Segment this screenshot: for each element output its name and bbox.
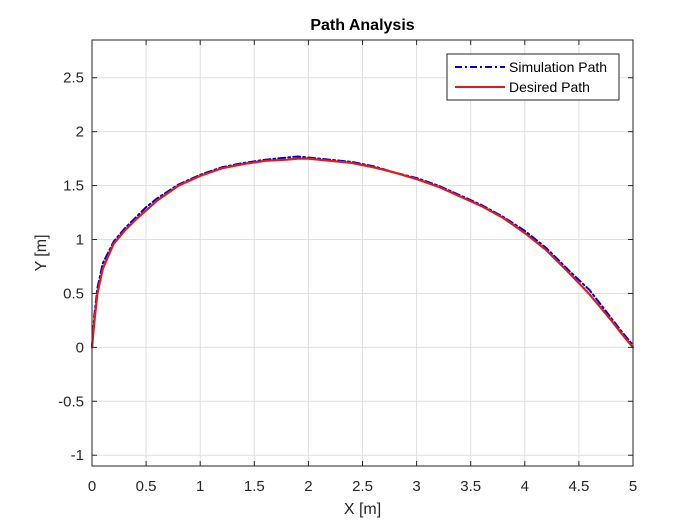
y-tick-label: -0.5 — [58, 393, 84, 410]
x-tick-label: 3 — [412, 478, 420, 495]
x-tick-label: 0 — [88, 478, 96, 495]
y-tick-label: 1.5 — [63, 178, 84, 195]
chart-title: Path Analysis — [310, 17, 414, 34]
x-tick-label: 5 — [629, 478, 637, 495]
x-tick-label: 4 — [521, 478, 529, 495]
legend: Simulation Path Desired Path — [446, 53, 620, 101]
legend-box — [446, 53, 620, 101]
x-tick-label: 2 — [304, 478, 312, 495]
x-tick-label: 4.5 — [568, 478, 589, 495]
legend-label-desired-path: Desired Path — [509, 79, 590, 95]
x-tick-label: 2.5 — [352, 478, 373, 495]
y-tick-label: 2 — [76, 124, 84, 141]
y-tick-label: 1 — [76, 232, 84, 249]
x-tick-label: 3.5 — [460, 478, 481, 495]
y-tick-label: -1 — [71, 447, 84, 464]
y-tick-label: 0.5 — [63, 285, 84, 302]
x-tick-label: 0.5 — [136, 478, 157, 495]
y-tick-label: 0 — [76, 339, 84, 356]
axis-ticks: 0 0.5 1 1.5 2 2.5 3 3.5 4 4.5 5 -1 -0.5 0 0.5 1 1.5 2 2.5 — [58, 40, 637, 495]
y-tick-label: 2.5 — [63, 70, 84, 87]
x-tick-label: 1 — [196, 478, 204, 495]
x-tick-label: 1.5 — [244, 478, 265, 495]
y-axis-label: Y [m] — [33, 234, 50, 271]
series-desired-path — [90, 157, 635, 349]
legend-label-simulation-path: Simulation Path — [509, 59, 607, 75]
x-axis-label: X [m] — [344, 501, 381, 518]
series-lines — [90, 155, 635, 349]
